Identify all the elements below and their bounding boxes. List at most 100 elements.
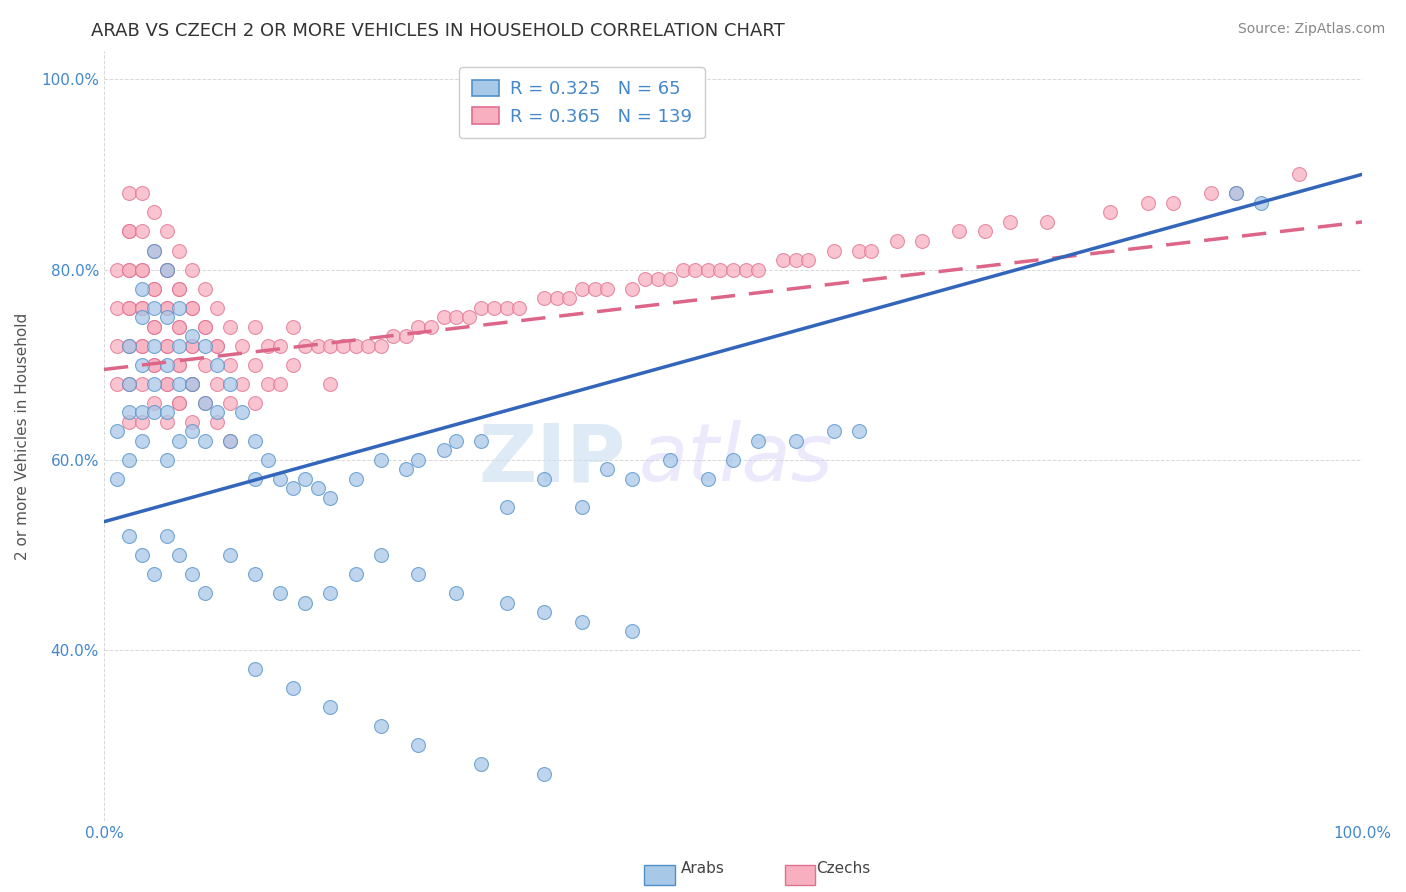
Point [218,376,240,391]
Point [470,301,492,315]
Point [218,434,240,448]
Point [408,739,430,753]
Point [131,310,153,325]
Point [596,282,619,296]
Point [370,548,392,562]
Point [319,376,342,391]
Point [156,262,179,277]
Point [307,482,329,496]
Point [747,434,769,448]
Y-axis label: 2 or more Vehicles in Household: 2 or more Vehicles in Household [15,312,30,559]
Point [194,319,217,334]
Point [205,405,228,419]
Point [156,339,179,353]
Point [143,244,166,258]
Legend: R = 0.325   N = 65, R = 0.365   N = 139: R = 0.325 N = 65, R = 0.365 N = 139 [460,68,704,138]
Point [118,186,141,201]
Point [998,215,1021,229]
Point [420,319,443,334]
Point [143,244,166,258]
Point [181,301,204,315]
Point [823,244,845,258]
Point [131,186,153,201]
Point [118,339,141,353]
Point [772,253,794,268]
Point [143,358,166,372]
Point [1288,167,1310,181]
Point [797,253,820,268]
Point [1225,186,1247,201]
Point [105,262,128,277]
Text: Source: ZipAtlas.com: Source: ZipAtlas.com [1237,22,1385,37]
Point [294,339,316,353]
Point [848,425,870,439]
Point [408,567,430,582]
Point [382,329,405,343]
Point [243,358,266,372]
Point [721,262,744,277]
Point [169,319,191,334]
Point [218,358,240,372]
Point [571,282,593,296]
Point [218,319,240,334]
Point [131,301,153,315]
Point [156,310,179,325]
Point [281,681,304,696]
Point [131,405,153,419]
Point [131,548,153,562]
Point [169,319,191,334]
Point [118,529,141,543]
Point [1161,196,1184,211]
Point [118,301,141,315]
Point [194,282,217,296]
Point [1137,196,1160,211]
Point [546,291,568,305]
Point [256,339,278,353]
Point [243,396,266,410]
Point [131,434,153,448]
Point [194,396,217,410]
Point [357,339,380,353]
Point [156,225,179,239]
Point [169,396,191,410]
Point [886,234,908,248]
Point [860,244,883,258]
Point [169,282,191,296]
Point [169,244,191,258]
Point [169,358,191,372]
Point [721,453,744,467]
Point [105,425,128,439]
Point [131,358,153,372]
Point [118,225,141,239]
Point [621,282,644,296]
Point [118,415,141,429]
Point [444,310,467,325]
Point [785,253,807,268]
Point [181,376,204,391]
Point [143,396,166,410]
Point [533,605,555,619]
Point [370,339,392,353]
Point [218,548,240,562]
Point [269,376,291,391]
Point [156,262,179,277]
Point [571,500,593,515]
Point [621,472,644,486]
Point [105,301,128,315]
Point [118,453,141,467]
Point [231,339,253,353]
Point [181,567,204,582]
Point [131,339,153,353]
Point [495,596,517,610]
Point [344,472,367,486]
Point [281,319,304,334]
Point [156,358,179,372]
Point [169,548,191,562]
Point [408,319,430,334]
Text: Czechs: Czechs [817,861,870,876]
Point [118,225,141,239]
Point [143,319,166,334]
Point [444,586,467,600]
Point [194,339,217,353]
Point [659,453,682,467]
